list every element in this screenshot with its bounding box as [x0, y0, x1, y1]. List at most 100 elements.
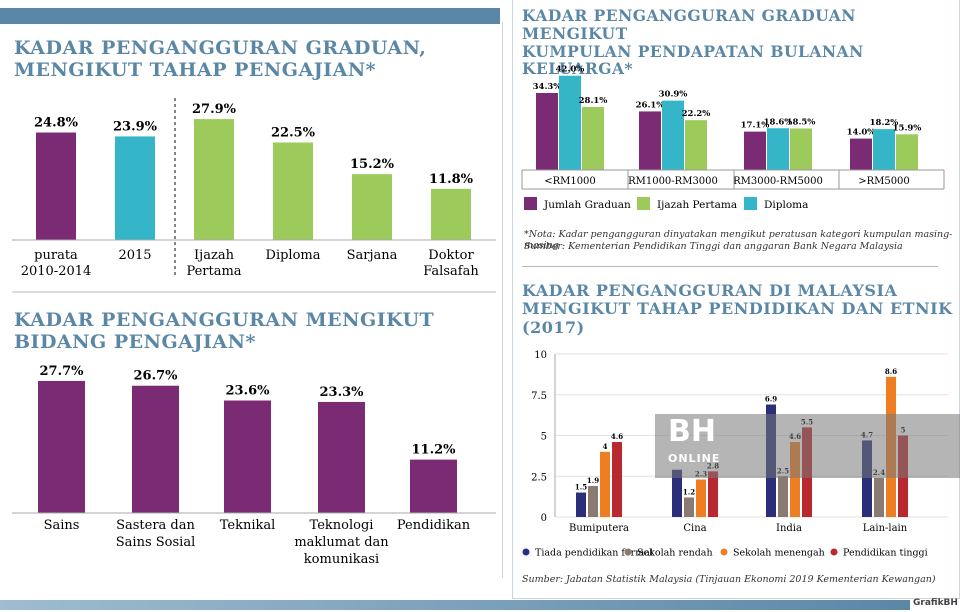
bar — [352, 174, 392, 240]
bar — [224, 400, 271, 513]
bar — [662, 100, 684, 170]
right-divider — [522, 266, 938, 267]
data-label: 1.5 — [575, 483, 587, 492]
data-label: 1.2 — [683, 487, 695, 496]
bar — [778, 476, 788, 517]
category-label: Cina — [683, 523, 706, 534]
legend-swatch — [524, 197, 537, 210]
y-tick-label: 0 — [541, 513, 547, 524]
data-label: 26.1% — [636, 100, 665, 110]
bottom-accent-bar — [0, 600, 910, 610]
data-label: 15.2% — [350, 157, 395, 172]
legend-marker — [522, 548, 530, 556]
legend-label: Ijazah Pertama — [657, 199, 737, 211]
data-label: 30.9% — [659, 90, 688, 100]
bar — [431, 188, 471, 240]
data-label: 26.7% — [133, 369, 178, 384]
chart-tahap-title-line1: KADAR PENGANGGURAN GRADUAN, — [14, 37, 427, 59]
left-panel — [8, 22, 503, 578]
data-label: 4.6 — [611, 432, 623, 441]
watermark-logo: BH — [668, 414, 716, 449]
chart-tahap-title-line2: MENGIKUT TAHAP PENGAJIAN* — [14, 58, 377, 81]
chart-etnik-title-line1: KADAR PENGANGGURAN DI MALAYSIA — [522, 281, 898, 300]
data-label: 18.6% — [764, 117, 793, 127]
bar — [790, 442, 800, 517]
category-label: Lain-lain — [863, 523, 908, 534]
category-label: India — [776, 523, 802, 534]
data-label: 28.1% — [579, 96, 608, 106]
data-label: 23.6% — [225, 384, 270, 399]
data-label: 27.7% — [39, 364, 84, 379]
data-label: 15.9% — [893, 123, 922, 133]
category-label: Pendidikan — [397, 518, 471, 533]
watermark-sub: ONLINE — [668, 452, 721, 465]
category-label: Doktor — [428, 248, 474, 263]
category-label: 2015 — [118, 248, 151, 263]
data-label: 34.3% — [533, 82, 562, 92]
chart-etnik-title-line2: MENGIKUT TAHAP PENDIDIKAN DAN ETNIK — [522, 299, 953, 319]
data-label: 11.2% — [411, 443, 456, 458]
data-label: 24.8% — [34, 116, 79, 131]
category-label: Bumiputera — [569, 523, 629, 534]
graphic-credit: GrafikBH — [913, 598, 958, 608]
pendapatan-note: *Nota: Kadar pengangguran dinyatakan men… — [524, 229, 953, 251]
bar — [36, 132, 76, 240]
legend-marker — [830, 548, 838, 556]
bar — [696, 479, 706, 517]
bar — [744, 131, 766, 170]
bar — [559, 75, 581, 170]
category-label: Sains — [44, 518, 80, 533]
bar — [685, 120, 707, 170]
data-label: 11.8% — [429, 172, 474, 187]
legend-label: Pendidikan tinggi — [843, 548, 928, 559]
bar — [115, 136, 155, 240]
data-label: 22.5% — [271, 126, 316, 141]
bar — [639, 111, 661, 170]
data-label: 23.3% — [319, 385, 364, 400]
legend-marker — [720, 548, 728, 556]
category-label: <RM1000 — [544, 176, 596, 187]
bar — [684, 497, 694, 517]
chart-pendapatan-title-line2: KUMPULAN PENDAPATAN BULANAN KELUARGA* — [522, 41, 864, 79]
data-label: 1.9 — [587, 476, 599, 485]
data-label: 23.9% — [113, 119, 158, 134]
legend-label: Sekolah menengah — [733, 548, 825, 559]
y-tick-label: 10 — [534, 350, 547, 361]
y-tick-label: 5 — [541, 432, 547, 443]
bar — [536, 93, 558, 170]
data-label: 4 — [603, 442, 608, 451]
chart-bidang: 27.7% Sains 26.7% Sastera dan Sains Sosial 23… — [12, 364, 496, 567]
chart-bidang-title-line1: KADAR PENGANGGURAN MENGIKUT — [14, 309, 435, 331]
category-label: 2010-2014 — [21, 264, 92, 279]
bar — [862, 440, 872, 517]
category-label: purata — [34, 248, 78, 263]
legend-swatch — [637, 197, 650, 210]
legend-label: Jumlah Graduan — [543, 199, 631, 211]
chart-bidang-title-line2: BIDANG PENGAJIAN* — [14, 330, 256, 353]
bar — [790, 128, 812, 170]
bar — [273, 142, 313, 240]
category-label: Sarjana — [347, 248, 398, 263]
bar — [194, 119, 234, 240]
data-label: 14.0% — [847, 128, 876, 138]
bar — [410, 459, 457, 513]
category-label: komunikasi — [304, 552, 379, 567]
category-label: RM1000-RM3000 — [628, 176, 718, 187]
bar — [600, 451, 610, 517]
chart-etnik-title: KADAR PENGANGGURAN DI MALAYSIA MENGIKUT … — [522, 281, 953, 337]
data-label: 18.2% — [870, 118, 899, 128]
legend-label: Tiada pendidikan formal — [535, 548, 653, 559]
data-label: 18.5% — [787, 117, 816, 127]
bar — [874, 477, 884, 517]
bar — [576, 492, 586, 517]
category-label: Teknologi — [310, 518, 374, 533]
y-tick-label: 7.5 — [531, 391, 547, 402]
chart-pendapatan: 34.3% 42.0% 28.1% <RM1000 26.1%30.9% 22.2% RM1… — [521, 65, 945, 211]
chart-pendapatan-title-line1: KADAR PENGANGGURAN GRADUAN MENGIKUT — [522, 6, 856, 43]
category-label: Pertama — [186, 264, 241, 279]
bar — [708, 471, 718, 517]
data-label: 8.6 — [885, 367, 897, 376]
chart-etnik-title-line3: (2017) — [522, 317, 585, 337]
bar — [896, 134, 918, 170]
